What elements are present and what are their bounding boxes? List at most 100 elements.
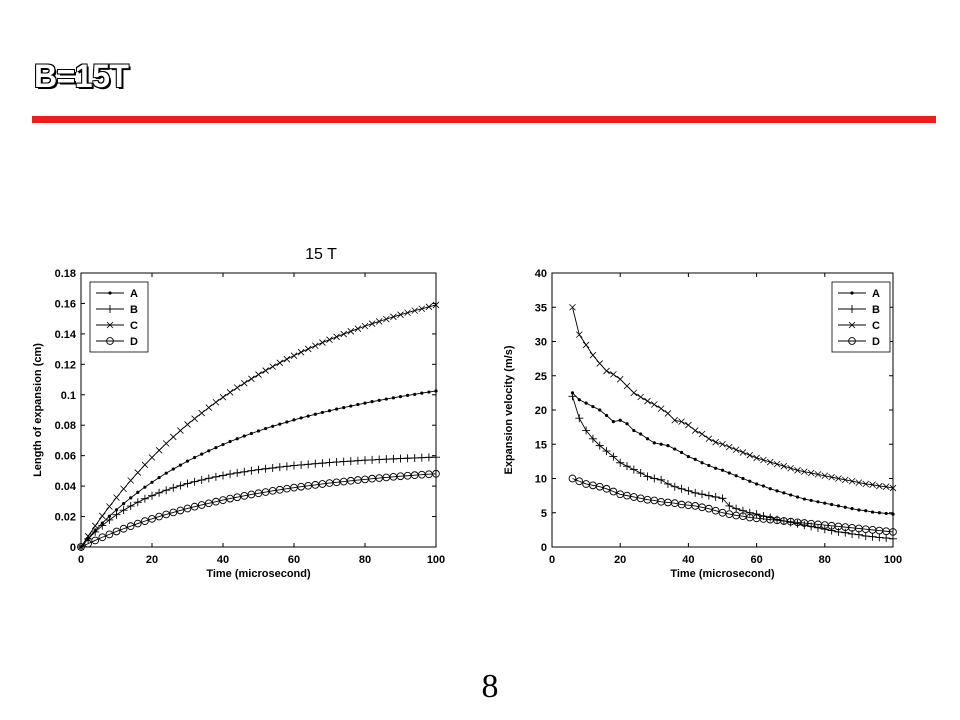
data-point-A xyxy=(823,501,827,505)
y-tick-label: 0.16 xyxy=(55,298,76,310)
data-point-A xyxy=(285,420,289,424)
x-tick-label: 60 xyxy=(288,554,300,566)
data-point-B xyxy=(325,458,334,467)
data-point-C xyxy=(248,375,255,383)
data-point-D xyxy=(77,543,85,551)
data-point-B xyxy=(827,526,836,535)
data-point-A xyxy=(748,479,752,483)
data-point-D xyxy=(141,517,149,525)
y-tick-label: 20 xyxy=(535,405,547,417)
legend-box xyxy=(89,281,149,353)
legend-marker-A xyxy=(108,291,112,295)
data-point-B xyxy=(752,510,761,519)
data-point-B xyxy=(133,498,142,507)
data-point-C xyxy=(575,331,583,338)
data-point-B xyxy=(582,426,591,435)
y-tick-label: 40 xyxy=(535,268,547,280)
data-point-C xyxy=(347,328,355,335)
legend-marker-D xyxy=(848,337,856,345)
data-point-A xyxy=(178,463,182,467)
data-point-C xyxy=(411,307,418,314)
y-tick-label: 0 xyxy=(541,542,547,554)
data-point-A xyxy=(292,418,296,422)
data-point-C xyxy=(732,446,740,454)
data-point-C xyxy=(113,494,120,501)
data-point-C xyxy=(326,336,333,343)
data-point-B xyxy=(875,533,884,542)
y-axis-label: Expansion velocity (m/s) xyxy=(503,345,515,474)
data-point-C xyxy=(644,397,651,405)
data-point-C xyxy=(637,393,644,401)
data-point-D xyxy=(204,499,213,508)
data-point-B xyxy=(568,392,577,401)
data-point-C xyxy=(184,421,191,428)
data-point-B xyxy=(176,481,185,490)
data-point-C xyxy=(226,389,234,396)
data-point-A xyxy=(604,413,609,418)
y-tick-label: 0.08 xyxy=(55,420,76,432)
data-point-B xyxy=(282,462,291,471)
data-point-C xyxy=(760,456,767,464)
x-tick-label: 100 xyxy=(884,554,902,566)
data-point-B xyxy=(424,453,433,462)
data-point-B xyxy=(595,441,604,450)
data-point-C xyxy=(596,360,604,367)
data-point-B xyxy=(254,465,263,474)
data-point-A xyxy=(114,508,119,512)
data-point-A xyxy=(727,471,731,475)
data-point-A xyxy=(420,391,424,395)
data-point-A xyxy=(413,392,417,396)
chart-right: 0 20 40 60 80 100 0 5 10 15 20 25 30 35 40 Time (micros… xyxy=(503,268,902,580)
title-divider xyxy=(32,116,936,123)
data-point-C xyxy=(397,311,404,318)
legend-label: A xyxy=(130,288,138,300)
y-tick-label: 0 xyxy=(70,542,76,554)
data-point-C xyxy=(84,532,92,540)
data-point-B xyxy=(140,494,149,503)
legend-marker-A xyxy=(850,291,854,295)
data-point-C xyxy=(368,320,376,327)
data-point-C xyxy=(773,460,781,468)
data-point-B xyxy=(226,470,235,479)
data-point-B xyxy=(588,434,597,443)
data-point-A xyxy=(384,397,388,401)
data-point-A xyxy=(673,447,677,451)
data-point-D xyxy=(247,490,256,499)
data-point-B xyxy=(219,471,227,480)
data-point-C xyxy=(691,427,699,434)
data-point-B xyxy=(126,502,135,511)
data-point-D xyxy=(133,519,142,528)
data-point-B xyxy=(332,458,341,467)
data-point-A xyxy=(700,461,704,465)
data-point-C xyxy=(127,477,134,484)
data-point-A xyxy=(320,410,324,415)
data-point-B xyxy=(684,486,693,495)
data-point-A xyxy=(755,482,759,486)
data-point-B xyxy=(183,479,192,488)
data-point-A xyxy=(356,402,360,407)
data-point-A xyxy=(577,398,581,402)
data-point-A xyxy=(193,455,197,460)
y-tick-label: 25 xyxy=(535,371,547,383)
data-point-C xyxy=(726,443,733,451)
data-point-C xyxy=(262,367,269,374)
data-point-C xyxy=(106,503,113,510)
data-point-C xyxy=(390,313,397,321)
data-point-D xyxy=(275,485,284,494)
data-point-B xyxy=(575,414,584,423)
page-number: 8 xyxy=(481,668,499,705)
series-line-B xyxy=(572,396,894,540)
data-point-C xyxy=(255,371,262,378)
data-point-B xyxy=(311,459,320,468)
data-point-D xyxy=(169,508,178,517)
y-tick-label: 0.1 xyxy=(61,390,76,402)
data-point-A xyxy=(228,439,232,444)
data-point-B xyxy=(396,454,405,463)
data-point-B xyxy=(609,452,618,461)
data-point-A xyxy=(264,426,268,431)
data-point-A xyxy=(720,468,725,472)
legend-marker-D xyxy=(106,337,114,345)
data-point-C xyxy=(719,440,726,448)
y-tick-label: 0.12 xyxy=(55,359,76,371)
